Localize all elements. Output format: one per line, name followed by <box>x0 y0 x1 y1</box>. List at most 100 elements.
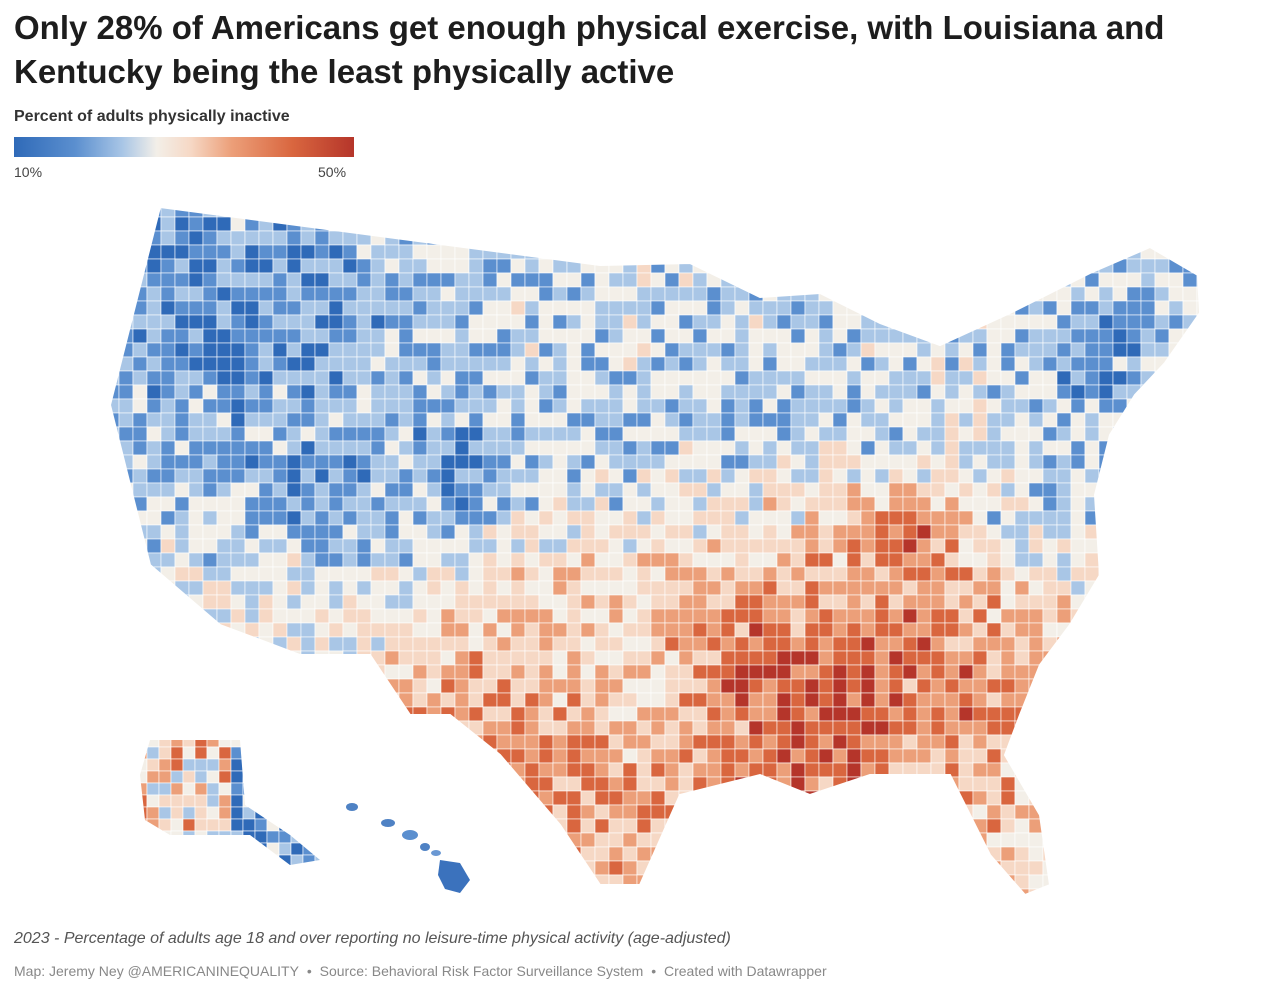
county-cell <box>930 244 946 260</box>
county-cell <box>356 622 372 638</box>
county-cell <box>538 384 554 400</box>
county-cell <box>902 412 918 428</box>
county-cell <box>398 244 414 260</box>
county-cell <box>916 790 932 806</box>
county-cell <box>1014 244 1030 260</box>
county-cell <box>734 244 750 260</box>
county-cell <box>398 482 414 498</box>
county-cell <box>860 468 876 484</box>
county-cell <box>482 888 498 895</box>
county-cell <box>286 874 302 890</box>
county-cell <box>958 636 974 652</box>
alaska-county-cell <box>158 758 172 772</box>
county-cell <box>496 622 512 638</box>
county-cell <box>244 454 260 470</box>
county-cell <box>118 804 134 820</box>
county-cell <box>818 804 834 820</box>
alaska-county-cell <box>194 740 208 748</box>
county-cell <box>1056 664 1072 680</box>
county-cell <box>1168 468 1184 484</box>
county-cell <box>1112 664 1128 680</box>
county-cell <box>272 804 288 820</box>
county-cell <box>342 272 358 288</box>
county-cell <box>1056 650 1072 666</box>
county-cell <box>510 258 526 274</box>
county-cell <box>1084 314 1100 330</box>
county-cell <box>146 888 162 895</box>
county-cell <box>244 370 260 386</box>
county-cell <box>594 272 610 288</box>
county-cell <box>594 286 610 302</box>
county-cell <box>1140 804 1156 820</box>
county-cell <box>734 538 750 554</box>
county-cell <box>216 384 232 400</box>
alaska-county-cell <box>170 806 184 820</box>
county-cell <box>1070 650 1086 666</box>
county-cell <box>160 230 176 246</box>
county-cell <box>706 720 722 736</box>
county-cell <box>734 356 750 372</box>
county-cell <box>832 734 848 750</box>
county-cell <box>1084 678 1100 694</box>
alaska-county-cell <box>242 746 256 760</box>
county-cell <box>1042 594 1058 610</box>
county-cell <box>1014 832 1030 848</box>
county-cell <box>110 328 120 344</box>
county-cell <box>244 482 260 498</box>
county-cell <box>930 207 946 218</box>
county-cell <box>888 258 904 274</box>
county-cell <box>902 636 918 652</box>
county-cell <box>720 734 736 750</box>
county-cell <box>664 692 680 708</box>
county-cell <box>720 398 736 414</box>
county-cell <box>664 216 680 232</box>
county-cell <box>202 426 218 442</box>
county-cell <box>412 874 428 890</box>
county-cell <box>566 244 582 260</box>
us-county-choropleth-map[interactable] <box>0 195 1266 915</box>
county-cell <box>384 258 400 274</box>
county-cell <box>286 356 302 372</box>
county-cell <box>888 454 904 470</box>
county-cell <box>496 207 512 218</box>
county-cell <box>986 524 1002 540</box>
county-cell <box>230 538 246 554</box>
county-cell <box>1154 342 1170 358</box>
county-cell <box>706 622 722 638</box>
county-cell <box>1014 622 1030 638</box>
county-cell <box>580 440 596 456</box>
county-cell <box>188 636 204 652</box>
county-cell <box>958 524 974 540</box>
county-cell <box>1126 804 1142 820</box>
county-cell <box>678 748 694 764</box>
county-cell <box>818 207 834 218</box>
county-cell <box>286 412 302 428</box>
county-cell <box>818 412 834 428</box>
county-cell <box>1042 370 1058 386</box>
county-cell <box>804 734 820 750</box>
county-cell <box>972 552 988 568</box>
county-cell <box>216 510 232 526</box>
county-cell <box>860 818 876 834</box>
county-cell <box>1126 524 1142 540</box>
county-cell <box>972 342 988 358</box>
county-cell <box>118 426 134 442</box>
county-cell <box>580 524 596 540</box>
county-cell <box>244 664 260 680</box>
county-cell <box>1196 552 1200 568</box>
county-cell <box>244 412 260 428</box>
county-cell <box>804 412 820 428</box>
county-cell <box>832 608 848 624</box>
county-cell <box>132 594 148 610</box>
county-cell <box>1042 552 1058 568</box>
county-cell <box>832 748 848 764</box>
county-cell <box>426 482 442 498</box>
county-cell <box>1112 678 1128 694</box>
county-cell <box>174 314 190 330</box>
county-cell <box>384 580 400 596</box>
county-cell <box>468 860 484 876</box>
county-cell <box>412 720 428 736</box>
county-cell <box>888 818 904 834</box>
county-cell <box>356 874 372 890</box>
county-cell <box>384 207 400 218</box>
